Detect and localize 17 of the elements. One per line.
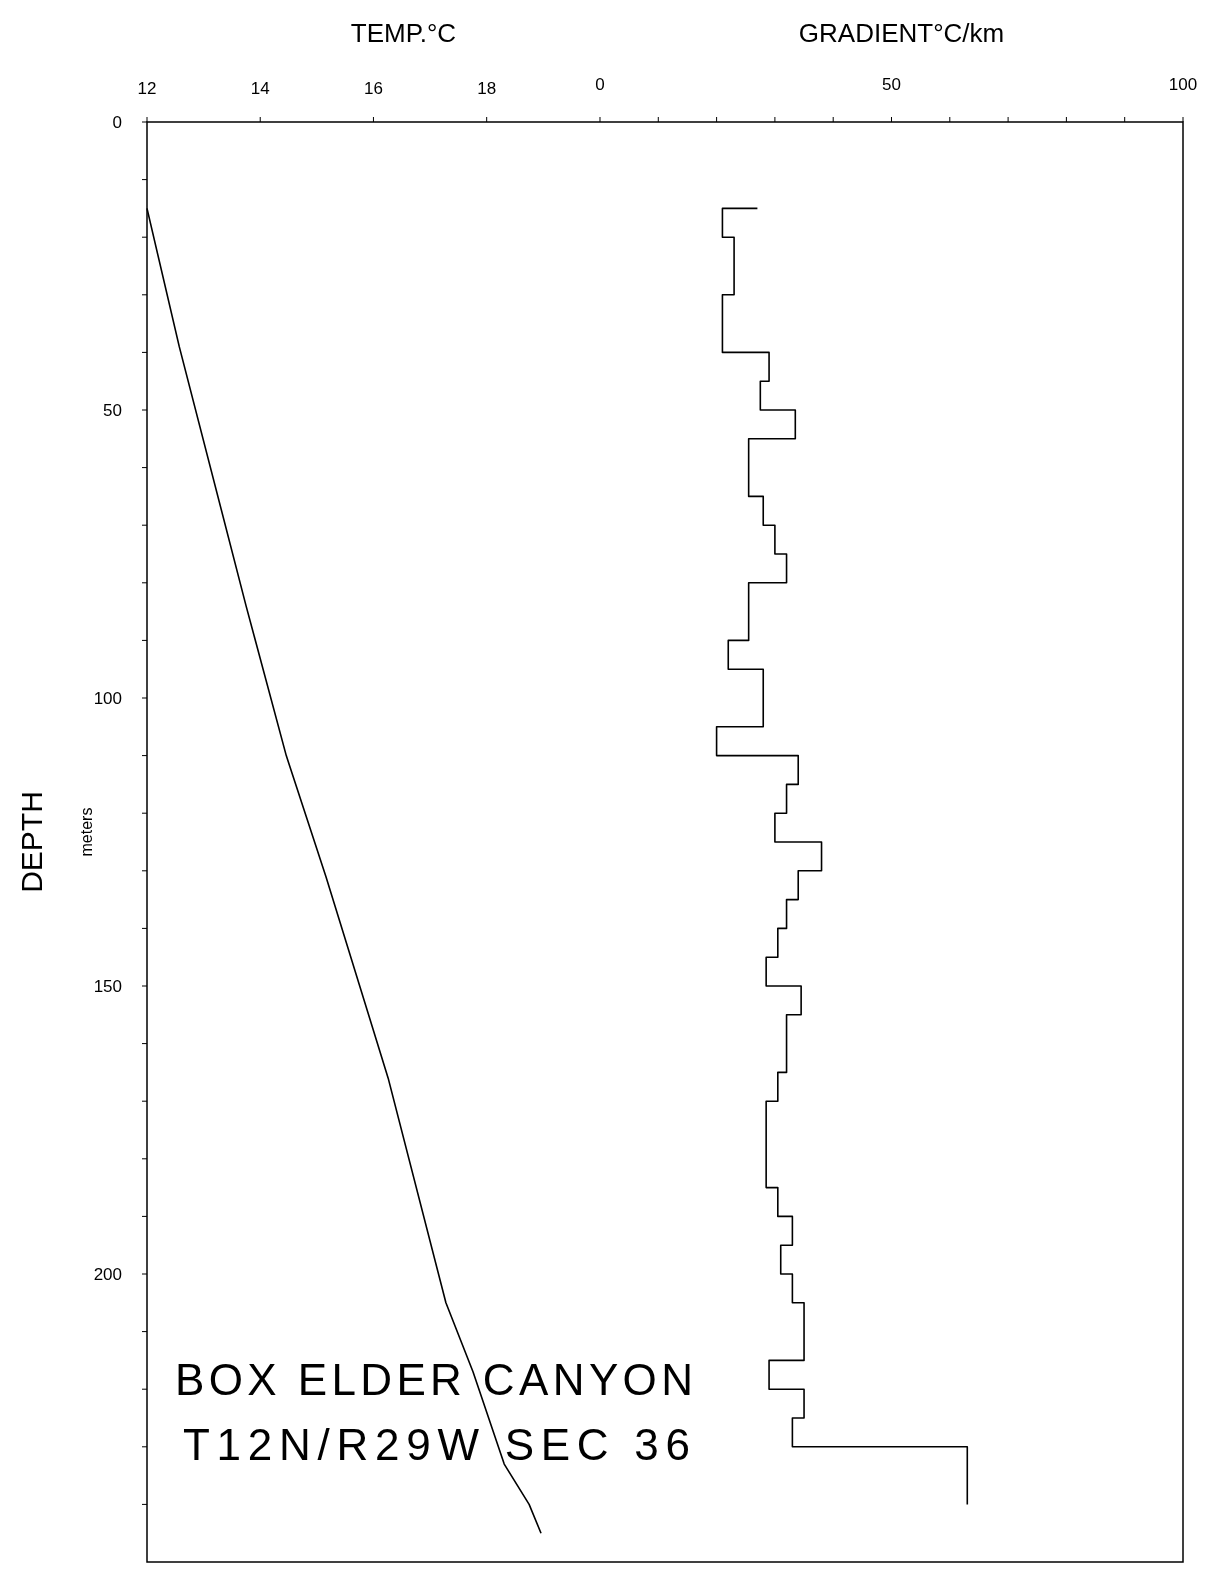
annotation: BOX ELDER CANYON: [175, 1355, 693, 1404]
annotation: T12N/R29W SEC 36: [183, 1420, 690, 1469]
y-tick-label: 0: [112, 113, 122, 132]
y-tick-label: 150: [93, 977, 122, 996]
x2-tick-label: 0: [595, 75, 605, 94]
x-axis-title: TEMP.°C: [350, 18, 457, 48]
x2-tick-label: 100: [1168, 75, 1198, 94]
x-tick-label: 14: [250, 79, 270, 98]
x-tick-label: 16: [363, 79, 383, 98]
x-tick-label: 18: [477, 79, 497, 98]
y-tick-label: 100: [93, 689, 122, 708]
y-axis-title: DEPTH meters: [15, 791, 95, 893]
x2-tick-label: 50: [882, 75, 901, 94]
y-tick-label: 200: [93, 1265, 122, 1284]
x2-axis-title: GRADIENT°C/km: [798, 18, 1005, 48]
x-tick-label: 12: [137, 79, 157, 98]
y-tick-label: 50: [103, 401, 122, 420]
